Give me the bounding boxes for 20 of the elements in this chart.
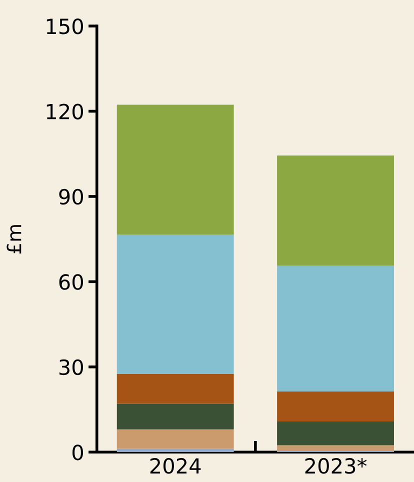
bar	[116, 448, 234, 452]
y-tick-label: 30	[59, 359, 83, 376]
y-tick-label: 60	[59, 274, 83, 290]
bar	[116, 404, 234, 430]
y-tick-label: 120	[46, 104, 83, 120]
bar	[116, 374, 234, 404]
bar	[277, 266, 394, 392]
bar	[116, 104, 234, 235]
bar	[277, 445, 394, 451]
y-tick-label: 150	[46, 18, 83, 34]
bar	[116, 429, 234, 449]
y-tick-label: 0	[72, 444, 83, 460]
x-tick-label: 2024	[150, 458, 201, 474]
bar	[116, 234, 234, 374]
bar	[277, 421, 394, 446]
bar	[277, 156, 394, 266]
bar	[277, 391, 394, 422]
x-tick-label: 2023*	[305, 458, 367, 474]
y-axis-title: £m	[6, 225, 22, 254]
y-tick-label: 90	[59, 188, 83, 205]
